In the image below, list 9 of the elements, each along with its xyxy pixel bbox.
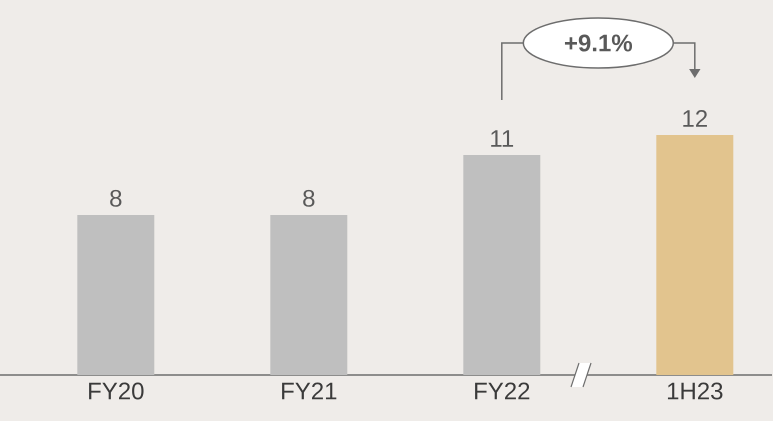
data-label: 12 [683,110,707,127]
text: +9.1% [564,34,632,52]
x-tick-label: 1H23 [668,382,722,400]
x-tick-label: FY22 [475,382,530,400]
x-tick-label: FY20 [89,382,144,400]
data-label: 8 [110,190,122,207]
x-tick-label: FY21 [282,382,336,400]
data-label: 8 [303,190,314,207]
data-label: 11 [491,130,514,147]
